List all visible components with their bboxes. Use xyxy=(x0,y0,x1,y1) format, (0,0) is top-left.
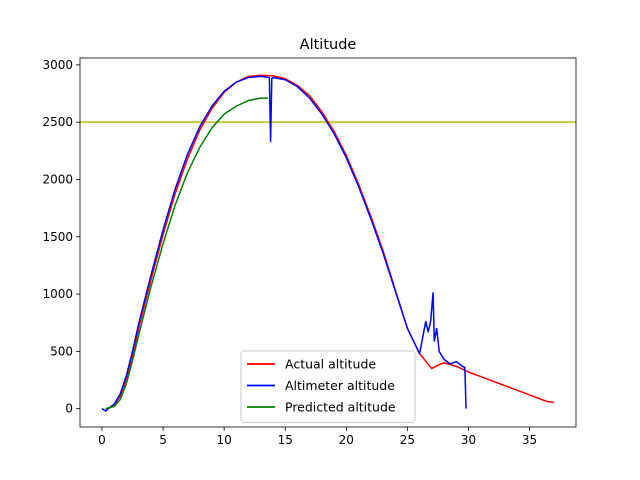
legend-label: Altimeter altitude xyxy=(285,378,395,393)
series-line-predicted-altitude xyxy=(105,97,269,410)
legend: Actual altitude Altimeter altitude Predict… xyxy=(240,350,416,423)
y-tick-label: 2000 xyxy=(42,172,73,186)
y-tick-label: 3000 xyxy=(42,58,73,72)
legend-label: Actual altitude xyxy=(285,357,376,372)
x-tick-label: 20 xyxy=(339,433,354,447)
y-tick-label: 500 xyxy=(50,344,73,358)
chart-title: Altitude xyxy=(300,37,357,53)
plot-area: 0 5 10 15 20 25 30 35 0 500 1000 1500 2000 2500 3000 xyxy=(42,57,577,447)
series-line-altimeter-altitude xyxy=(101,75,467,412)
x-tick-label: 35 xyxy=(522,433,537,447)
y-tick-label: 0 xyxy=(65,402,73,416)
y-tick-label: 1500 xyxy=(42,230,73,244)
axes-frame xyxy=(79,57,577,428)
y-tick-label: 2500 xyxy=(42,115,73,129)
legend-box xyxy=(240,350,416,423)
x-tick-label: 5 xyxy=(159,433,167,447)
x-tick-label: 30 xyxy=(461,433,476,447)
legend-label: Predicted altitude xyxy=(285,400,396,415)
x-tick-label: 10 xyxy=(217,433,232,447)
x-tick-label: 15 xyxy=(278,433,293,447)
x-tick-label: 0 xyxy=(98,433,106,447)
x-tick-label: 25 xyxy=(400,433,415,447)
y-tick-label: 1000 xyxy=(42,287,73,301)
series-line-actual-altitude xyxy=(105,74,555,410)
